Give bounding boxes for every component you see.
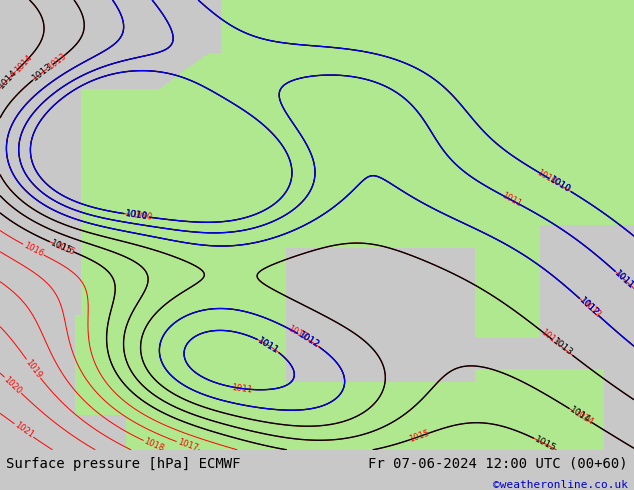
- Text: 1013: 1013: [31, 62, 55, 83]
- Text: 1011: 1011: [256, 336, 281, 355]
- Text: 1013: 1013: [539, 327, 561, 347]
- Text: 1014: 1014: [572, 408, 595, 426]
- Text: ©weatheronline.co.uk: ©weatheronline.co.uk: [493, 480, 628, 490]
- Text: 1020: 1020: [2, 375, 23, 395]
- Text: 1010: 1010: [548, 175, 573, 195]
- Text: 1015: 1015: [54, 240, 77, 257]
- Text: 1016: 1016: [22, 241, 45, 259]
- Text: 1012: 1012: [286, 324, 309, 342]
- Text: 1015: 1015: [408, 429, 431, 444]
- Text: 1014: 1014: [13, 52, 34, 74]
- Text: 1013: 1013: [551, 337, 574, 358]
- Text: 1010: 1010: [125, 209, 148, 221]
- Text: 1012: 1012: [578, 296, 600, 318]
- Text: 1011: 1011: [500, 191, 523, 209]
- Text: 1011: 1011: [613, 269, 634, 291]
- Text: Fr 07-06-2024 12:00 UTC (00+60): Fr 07-06-2024 12:00 UTC (00+60): [368, 457, 628, 471]
- Text: 1010: 1010: [548, 175, 573, 195]
- Text: 1014: 1014: [568, 405, 592, 425]
- Text: 1015: 1015: [49, 238, 74, 255]
- Text: 1015: 1015: [533, 435, 557, 453]
- Text: 1012: 1012: [297, 330, 321, 350]
- Text: 1010: 1010: [131, 210, 152, 222]
- Text: 1017: 1017: [176, 438, 199, 453]
- Text: 1012: 1012: [578, 296, 600, 318]
- Text: 1018: 1018: [143, 437, 165, 454]
- Text: 1011: 1011: [256, 336, 281, 355]
- Text: 1014: 1014: [0, 68, 19, 91]
- Text: 1010: 1010: [125, 209, 148, 221]
- Text: 1019: 1019: [23, 358, 43, 380]
- Text: 1011: 1011: [613, 269, 634, 291]
- Text: Surface pressure [hPa] ECMWF: Surface pressure [hPa] ECMWF: [6, 457, 241, 471]
- Text: 1010: 1010: [535, 168, 558, 186]
- Text: 1011: 1011: [231, 383, 252, 394]
- Text: 1012: 1012: [580, 298, 602, 319]
- Text: 1013: 1013: [45, 51, 68, 72]
- Text: 1012: 1012: [297, 330, 321, 350]
- Text: 1021: 1021: [13, 421, 35, 440]
